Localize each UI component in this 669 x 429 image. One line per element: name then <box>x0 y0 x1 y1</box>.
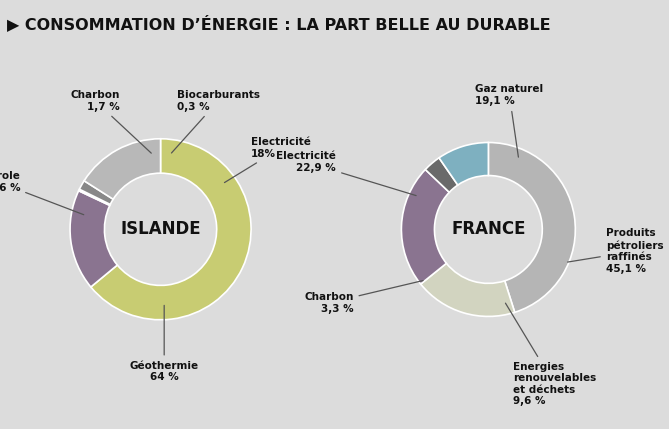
Text: Electricité
18%: Electricité 18% <box>225 137 311 183</box>
Text: Géothermie
64 %: Géothermie 64 % <box>130 305 199 382</box>
Text: Pétrole
16 %: Pétrole 16 % <box>0 172 84 214</box>
Wedge shape <box>79 189 110 205</box>
Text: FRANCE: FRANCE <box>451 221 526 239</box>
Text: ISLANDE: ISLANDE <box>120 220 201 238</box>
Wedge shape <box>488 142 575 312</box>
Wedge shape <box>401 169 450 284</box>
Wedge shape <box>439 142 488 185</box>
Text: Gaz naturel
19,1 %: Gaz naturel 19,1 % <box>475 85 543 157</box>
Text: Produits
pétroliers
raffinés
45,1 %: Produits pétroliers raffinés 45,1 % <box>567 229 664 274</box>
Text: ▶ CONSOMMATION D’ÉNERGIE : LA PART BELLE AU DURABLE: ▶ CONSOMMATION D’ÉNERGIE : LA PART BELLE… <box>7 15 551 32</box>
Wedge shape <box>91 139 251 320</box>
Text: Charbon
3,3 %: Charbon 3,3 % <box>304 281 423 314</box>
Wedge shape <box>80 181 113 205</box>
Wedge shape <box>70 191 117 287</box>
Wedge shape <box>421 263 514 317</box>
Text: Charbon
1,7 %: Charbon 1,7 % <box>70 90 151 153</box>
Wedge shape <box>425 158 458 192</box>
Text: Energies
renouvelables
et déchets
9,6 %: Energies renouvelables et déchets 9,6 % <box>506 303 596 406</box>
Text: Electricité
22,9 %: Electricité 22,9 % <box>276 151 416 196</box>
Text: Biocarburants
0,3 %: Biocarburants 0,3 % <box>171 90 260 153</box>
Wedge shape <box>84 139 161 199</box>
